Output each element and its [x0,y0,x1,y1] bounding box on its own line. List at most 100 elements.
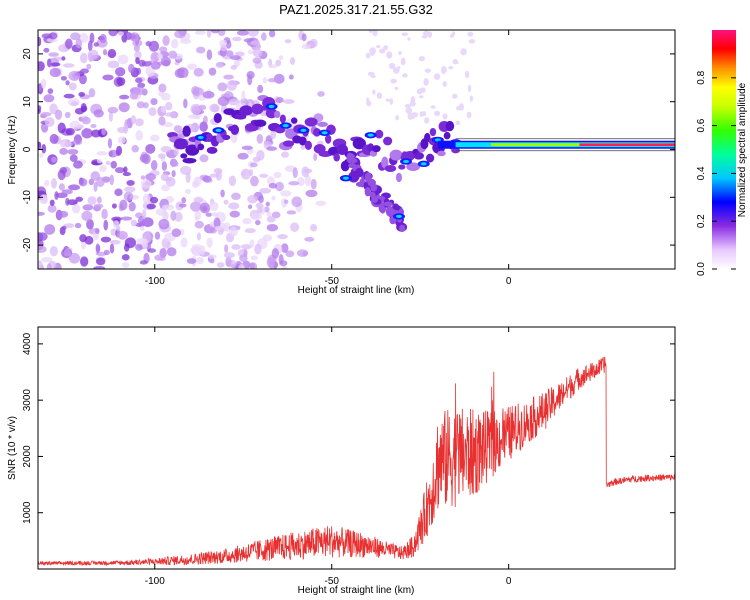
noise-blob [243,248,248,258]
noise-blob [401,32,408,36]
noise-blob [280,190,292,197]
ridge-blob [197,143,205,151]
noise-blob [75,135,81,144]
noise-blob [386,51,393,59]
noise-blob [208,67,217,76]
noise-blob [158,91,165,97]
noise-blob [93,203,104,209]
noise-blob [278,55,284,61]
hotspot-core [321,131,328,135]
snr-ticks: -100 -50 0 1000 2000 3000 4000 [22,327,675,587]
noise-blob [165,101,173,111]
noise-blob [119,94,130,100]
noise-blob [67,98,80,107]
noise-blob [161,184,170,192]
noise-blob [133,87,146,96]
noise-blob [123,123,129,134]
noise-blob [150,160,158,171]
noise-blob [430,105,436,109]
noise-blob [96,158,103,164]
noise-blob [111,203,117,209]
ridge-blob [371,145,381,153]
noise-blob [103,249,110,256]
noise-blob [390,78,397,84]
hotspot-core [268,104,275,109]
noise-blob [372,30,378,37]
noise-blob [434,110,441,117]
noise-blob [50,178,58,189]
noise-blob [467,84,472,93]
noise-blob [86,63,92,70]
noise-blob [229,226,238,237]
hotspot-core [342,176,349,180]
ridge-blob [437,150,446,157]
noise-blob [158,83,167,93]
noise-blob [68,252,81,264]
noise-blob [468,39,476,44]
noise-blob [49,199,55,206]
noise-blob [64,111,71,119]
noise-blob [93,42,100,47]
x-tick-label: 0 [506,576,512,587]
ridge-blob [173,138,188,150]
noise-blob [210,212,219,217]
ridge-blob [182,125,191,137]
tail-blob [364,186,371,197]
noise-blob [154,254,164,261]
noise-blob [156,53,163,60]
noise-blob [171,228,182,238]
tail-blob [370,183,378,192]
ridge-blob [395,172,402,183]
noise-blob [96,176,105,188]
noise-blob [173,125,183,133]
spectrogram-ylabel: Frequency (Hz) [7,116,18,185]
noise-blob [249,239,255,248]
noise-blob [171,170,176,178]
noise-blob [286,210,297,215]
noise-blob [300,144,306,150]
noise-blob [38,36,42,47]
ridge-blob [336,144,349,156]
tail-blob [346,153,355,160]
noise-blob [81,116,91,125]
noise-blob [60,75,67,81]
noise-blob [117,54,129,65]
colorbar-tick-label: 0.6 [696,118,707,132]
noise-blob [38,105,42,112]
noise-blob [290,222,300,232]
x-tick-label: -50 [325,576,340,587]
noise-blob [128,201,136,212]
noise-blob [211,104,220,113]
noise-blob [47,88,54,95]
noise-blob [186,63,198,70]
noise-blob [224,244,229,253]
ridge-blob [443,131,451,140]
noise-blob [250,175,259,187]
y-tick-label: 20 [22,48,33,60]
noise-blob [63,93,75,99]
noise-blob [367,71,375,76]
noise-blob [206,30,212,38]
noise-blob [252,57,262,64]
noise-blob [78,91,86,97]
noise-blob [150,51,160,63]
noise-blob [141,238,149,249]
hotspot-core [215,128,222,132]
noise-blob [160,145,172,153]
noise-blob [271,248,280,259]
ridge-blob [274,110,281,119]
noise-blob [44,117,55,127]
noise-blob [150,98,158,106]
noise-blob [108,149,118,158]
noise-blob [102,74,114,81]
noise-blob [315,200,327,206]
noise-blob [270,129,277,140]
ridge-blob [317,121,328,127]
noise-blob [114,167,125,174]
hotspot-core [367,133,374,137]
noise-blob [372,89,376,95]
noise-blob [210,30,220,34]
noise-blob [194,211,202,220]
noise-blob [65,128,75,136]
noise-blob [398,51,402,56]
